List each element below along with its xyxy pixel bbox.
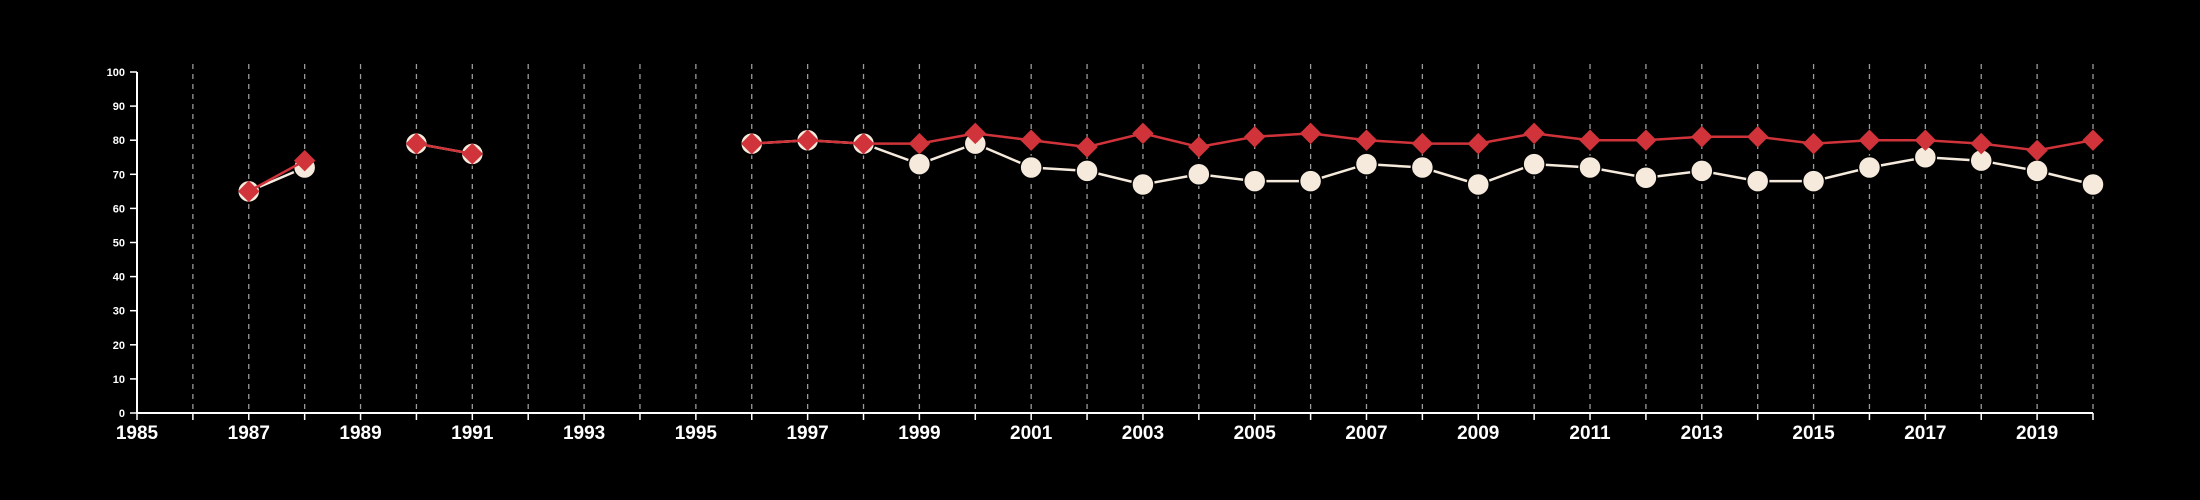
data-point-circle — [1745, 169, 1770, 193]
data-point-diamond — [405, 132, 428, 155]
data-point-diamond — [1635, 129, 1657, 151]
x-tick-label: 1997 — [786, 423, 828, 444]
x-tick-label: 2011 — [1569, 423, 1611, 444]
grid-layer — [192, 64, 2094, 413]
y-tick-label: 10 — [113, 374, 125, 386]
data-point-diamond — [852, 132, 875, 155]
x-tick-label: 1995 — [675, 423, 718, 444]
x-tick-label: 2015 — [1792, 423, 1835, 444]
y-tick-label: 50 — [113, 238, 125, 250]
y-tick-label: 40 — [113, 272, 125, 284]
x-tick-label: 2003 — [1122, 423, 1164, 444]
data-point-circle — [1634, 165, 1658, 190]
data-point-circle — [1075, 159, 1099, 183]
data-point-circle — [1242, 169, 1267, 193]
data-point-diamond — [1858, 129, 1881, 151]
data-point-diamond — [1020, 129, 1042, 151]
x-tick-label: 2001 — [1010, 423, 1053, 444]
data-point-circle — [1801, 169, 1826, 193]
data-point-diamond — [1355, 129, 1378, 151]
x-tick-label: 1989 — [339, 423, 381, 444]
data-point-diamond — [1411, 132, 1434, 155]
data-point-circle — [1857, 155, 1882, 180]
y-tick-label: 60 — [113, 203, 125, 215]
y-tick-label: 0 — [119, 408, 125, 420]
data-point-diamond — [1579, 129, 1601, 151]
y-tick-label: 30 — [113, 306, 125, 318]
data-point-circle — [1187, 162, 1211, 187]
data-point-diamond — [1299, 122, 1322, 145]
data-point-diamond — [1244, 126, 1266, 148]
x-tick-label: 2009 — [1457, 423, 1499, 444]
x-tick-label: 1999 — [898, 423, 940, 444]
data-point-diamond — [741, 132, 763, 155]
data-point-circle — [1466, 172, 1491, 197]
data-point-diamond — [908, 132, 931, 155]
y-tick-label: 20 — [113, 340, 125, 352]
x-tick-label: 2017 — [1904, 423, 1946, 444]
x-tick-label: 1985 — [116, 423, 159, 444]
series-line — [416, 142, 473, 156]
data-point-circle — [1354, 152, 1379, 176]
data-point-diamond — [1076, 136, 1098, 158]
x-tick-label: 1987 — [228, 423, 270, 444]
data-point-diamond — [1132, 122, 1154, 145]
data-point-diamond — [1970, 132, 1992, 155]
data-point-circle — [2081, 172, 2105, 197]
data-point-diamond — [1691, 126, 1713, 148]
data-point-circle — [907, 152, 932, 176]
data-point-diamond — [1746, 126, 1769, 148]
series-layer — [237, 122, 2105, 204]
data-point-circle — [1410, 155, 1435, 180]
x-tick-label: 2019 — [2016, 423, 2058, 444]
data-point-diamond — [1523, 122, 1545, 145]
y-tick-label: 80 — [113, 135, 125, 147]
data-point-circle — [1522, 152, 1546, 176]
data-point-diamond — [796, 129, 819, 151]
axes-layer: 0 10 20 30 40 50 60 70 80 90 100 1985 1987 1989 1991 19… — [107, 67, 2094, 444]
data-point-diamond — [1914, 129, 1937, 151]
y-tick-label: 70 — [113, 169, 125, 181]
data-point-circle — [1131, 172, 1155, 197]
data-point-circle — [2025, 159, 2049, 183]
x-tick-label: 1993 — [563, 423, 605, 444]
data-point-circle — [1690, 159, 1714, 183]
x-tick-label: 2007 — [1345, 423, 1387, 444]
data-point-diamond — [1467, 132, 1489, 155]
data-point-diamond — [1802, 132, 1825, 155]
data-point-diamond — [293, 149, 316, 172]
data-point-diamond — [2026, 139, 2048, 162]
x-tick-label: 1991 — [451, 423, 494, 444]
x-tick-label: 2013 — [1681, 423, 1723, 444]
data-point-diamond — [964, 122, 986, 145]
data-point-diamond — [461, 143, 484, 165]
series-line — [248, 159, 306, 193]
data-point-diamond — [1188, 136, 1210, 158]
y-tick-label: 90 — [113, 101, 125, 113]
data-point-circle — [1019, 155, 1043, 180]
data-point-diamond — [238, 180, 260, 203]
data-point-circle — [1578, 155, 1602, 180]
y-tick-label: 100 — [107, 67, 125, 79]
data-point-diamond — [2082, 129, 2104, 151]
data-point-circle — [1298, 169, 1323, 193]
series-diamond — [238, 122, 2104, 203]
x-tick-label: 2005 — [1234, 423, 1277, 444]
